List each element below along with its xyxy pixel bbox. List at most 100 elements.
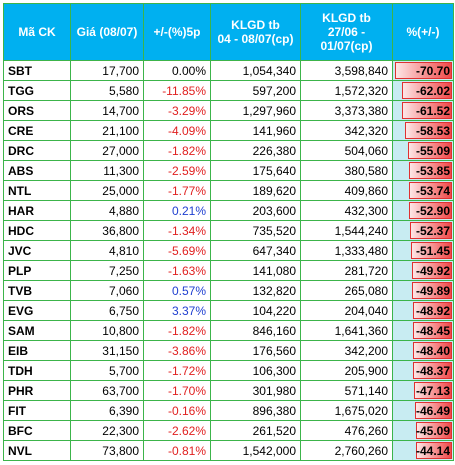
- table-row: SAM 10,800 -1.82% 846,160 1,641,360 -48.45: [3, 320, 454, 341]
- data-bar: [402, 102, 452, 119]
- change-value: -48.92: [415, 303, 450, 318]
- cell: -1.82%: [143, 140, 211, 161]
- table-row: CRE 21,100 -4.09% 141,960 342,320 -58.53: [3, 120, 454, 141]
- stock-code: ABS: [3, 160, 71, 181]
- cell: 2,760,260: [300, 440, 393, 461]
- cell: 106,300: [210, 360, 301, 381]
- table-row: HDC 36,800 -1.34% 735,520 1,544,240 -52.37: [3, 220, 454, 241]
- cell: 735,520: [210, 220, 301, 241]
- cell: 647,340: [210, 240, 301, 261]
- cell: -0.16%: [143, 400, 211, 421]
- cell: 17,700: [70, 60, 144, 81]
- cell: 11,300: [70, 160, 144, 181]
- table-row: NTL 25,000 -1.77% 189,620 409,860 -53.74: [3, 180, 454, 201]
- change-cell: -47.13: [392, 380, 454, 401]
- cell: -1.82%: [143, 320, 211, 341]
- cell: 4,810: [70, 240, 144, 261]
- data-bar: [414, 402, 452, 419]
- table-row: TGG 5,580 -11.85% 597,200 1,572,320 -62.02: [3, 80, 454, 101]
- cell: 73,800: [70, 440, 144, 461]
- change-cell: -48.45: [392, 320, 454, 341]
- cell: 175,640: [210, 160, 301, 181]
- data-bar: [412, 322, 452, 339]
- change-value: -53.74: [415, 183, 450, 198]
- change-value: -48.37: [415, 363, 450, 378]
- table-row: FIT 6,390 -0.16% 896,380 1,675,020 -46.49: [3, 400, 454, 421]
- table-row: NVL 73,800 -0.81% 1,542,000 2,760,260 -44.14: [3, 440, 454, 461]
- cell: 36,800: [70, 220, 144, 241]
- data-bar: [412, 342, 452, 359]
- cell: 3,598,840: [300, 60, 393, 81]
- stock-code: FIT: [3, 400, 71, 421]
- change-value: -49.89: [415, 283, 450, 298]
- cell: 6,390: [70, 400, 144, 421]
- data-bar: [408, 162, 452, 179]
- change-cell: -49.92: [392, 260, 454, 281]
- cell: 27,000: [70, 140, 144, 161]
- cell: 342,200: [300, 340, 393, 361]
- cell: -1.72%: [143, 360, 211, 381]
- cell: -1.63%: [143, 260, 211, 281]
- data-bar: [416, 442, 452, 459]
- table-row: ABS 11,300 -2.59% 175,640 380,580 -53.85: [3, 160, 454, 181]
- change-cell: -44.14: [392, 440, 454, 461]
- change-value: -45.09: [415, 423, 450, 438]
- stock-code: ORS: [3, 100, 71, 121]
- cell: -3.29%: [143, 100, 211, 121]
- change-value: -51.45: [415, 243, 450, 258]
- cell: 132,820: [210, 280, 301, 301]
- change-cell: -46.49: [392, 400, 454, 421]
- cell: -1.77%: [143, 180, 211, 201]
- cell: 846,160: [210, 320, 301, 341]
- change-cell: -53.74: [392, 180, 454, 201]
- cell: 176,560: [210, 340, 301, 361]
- cell: 1,544,240: [300, 220, 393, 241]
- cell: 3.37%: [143, 300, 211, 321]
- cell: 1,542,000: [210, 440, 301, 461]
- cell: 476,260: [300, 420, 393, 441]
- cell: 7,060: [70, 280, 144, 301]
- change-cell: -51.45: [392, 240, 454, 261]
- stock-code: TDH: [3, 360, 71, 381]
- cell: -2.62%: [143, 420, 211, 441]
- cell: 0.57%: [143, 280, 211, 301]
- change-value: -48.40: [415, 343, 450, 358]
- table-row: EVG 6,750 3.37% 104,220 204,040 -48.92: [3, 300, 454, 321]
- stock-code: EVG: [3, 300, 71, 321]
- change-value: -46.49: [415, 403, 450, 418]
- change-value: -70.70: [415, 63, 450, 78]
- stock-code: PLP: [3, 260, 71, 281]
- table-row: PLP 7,250 -1.63% 141,080 281,720 -49.92: [3, 260, 454, 281]
- cell: 7,250: [70, 260, 144, 281]
- table-row: BFC 22,300 -2.62% 261,520 476,260 -45.09: [3, 420, 454, 441]
- cell: 1,641,360: [300, 320, 393, 341]
- data-bar: [402, 82, 452, 99]
- column-header: KLGD tb 27/06 - 01/07(cp): [300, 3, 393, 61]
- stock-code: NTL: [3, 180, 71, 201]
- cell: 3,373,380: [300, 100, 393, 121]
- cell: 189,620: [210, 180, 301, 201]
- stock-code: NVL: [3, 440, 71, 461]
- column-header: +/-(%)5p: [143, 3, 211, 61]
- cell: 203,600: [210, 200, 301, 221]
- cell: 432,300: [300, 200, 393, 221]
- cell: 104,220: [210, 300, 301, 321]
- cell: 204,040: [300, 300, 393, 321]
- cell: 226,380: [210, 140, 301, 161]
- change-cell: -45.09: [392, 420, 454, 441]
- header-row: Mã CK Giá (08/07) +/-(%)5p KLGD tb 04 - 08/…: [3, 3, 454, 61]
- cell: 22,300: [70, 420, 144, 441]
- stock-code: BFC: [3, 420, 71, 441]
- table-row: TVB 7,060 0.57% 132,820 265,080 -49.89: [3, 280, 454, 301]
- cell: 25,000: [70, 180, 144, 201]
- cell: 31,150: [70, 340, 144, 361]
- cell: 4,880: [70, 200, 144, 221]
- cell: 380,580: [300, 160, 393, 181]
- change-value: -49.92: [415, 263, 450, 278]
- change-value: -62.02: [415, 83, 450, 98]
- stock-code: HDC: [3, 220, 71, 241]
- change-cell: -48.40: [392, 340, 454, 361]
- cell: 0.00%: [143, 60, 211, 81]
- table-row: TDH 5,700 -1.72% 106,300 205,900 -48.37: [3, 360, 454, 381]
